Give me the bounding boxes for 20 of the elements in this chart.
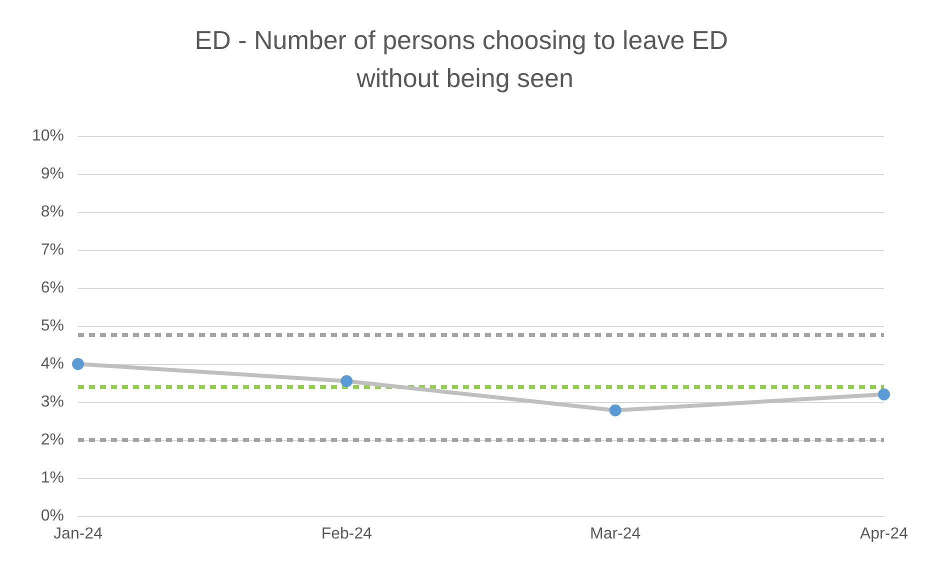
- point: [72, 358, 84, 370]
- point: [878, 388, 890, 400]
- y-tick-label: 3%: [40, 394, 64, 410]
- y-tick-label: 0%: [40, 508, 64, 524]
- y-tick-label: 6%: [40, 280, 64, 296]
- y-tick-label: 8%: [40, 204, 64, 220]
- chart-title: ED - Number of persons choosing to leave ED without being seen: [194, 25, 736, 93]
- x-tick-label: Apr-24: [860, 526, 908, 542]
- x-tick-label: Mar-24: [590, 526, 641, 542]
- x-tick-label: Jan-24: [54, 526, 103, 542]
- y-tick-label: 9%: [40, 166, 64, 182]
- x-tick-label: Feb-24: [321, 526, 372, 542]
- point: [609, 404, 622, 416]
- y-tick-label: 2%: [40, 432, 64, 448]
- y-tick-label: 5%: [40, 318, 64, 334]
- y-tick-label: 7%: [40, 242, 64, 258]
- point: [340, 375, 353, 388]
- y-tick-label: 1%: [40, 470, 64, 486]
- y-tick-label: 10%: [32, 128, 64, 144]
- y-tick-label: 4%: [40, 356, 64, 372]
